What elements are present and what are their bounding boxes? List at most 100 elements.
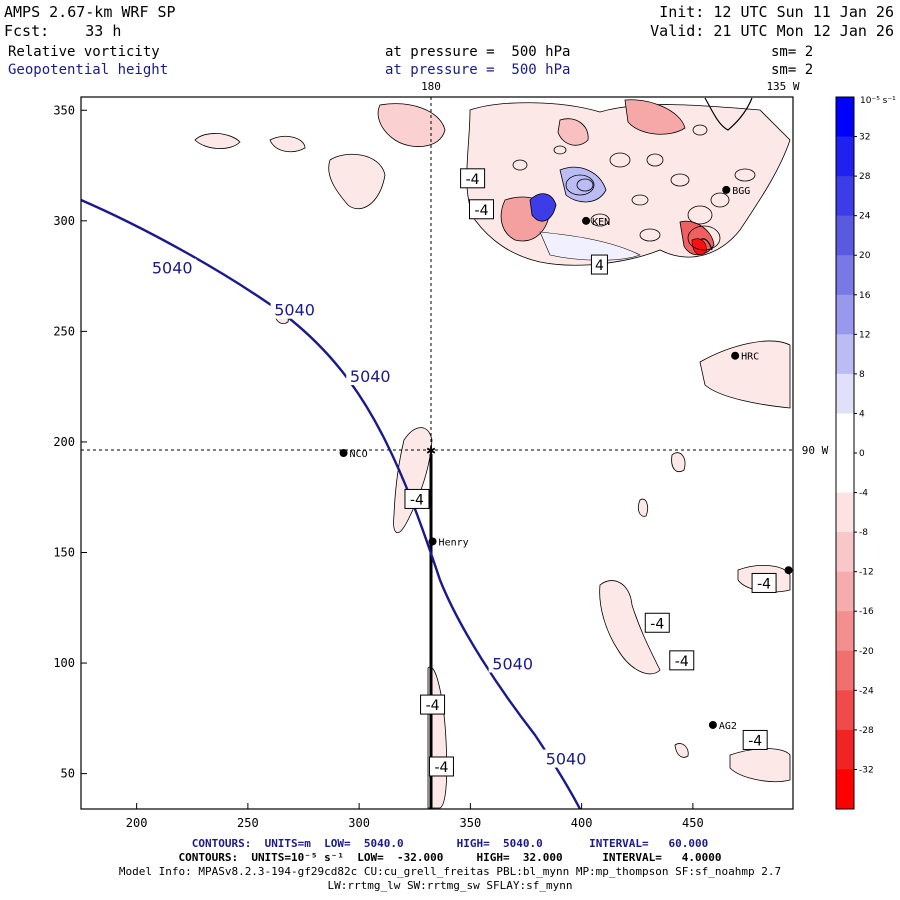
footer-model-info: Model Info: MPASv8.2.3-194-gf29cd82c CU:… [118, 865, 782, 878]
colorbar-swatch [836, 97, 854, 138]
height-label-bg [148, 258, 197, 277]
stations: NCO Henry BGG KEN HRC AG2 [339, 185, 793, 732]
model-title: AMPS 2.67-km WRF SP [4, 3, 176, 21]
height-label: 5040 [152, 259, 193, 278]
height-label-bg [270, 300, 319, 319]
y-tick-label: 300 [53, 214, 75, 228]
label-90w: 90 W [802, 444, 829, 457]
patch-negative [557, 118, 589, 146]
station-label: Henry [439, 537, 469, 548]
colorbar-swatch [836, 373, 854, 414]
colorbar-label: 24 [859, 212, 871, 222]
contour-label-box [420, 694, 446, 715]
colorbar-label: -24 [859, 686, 874, 696]
height-label-bg [346, 367, 395, 386]
x-tick-label: 350 [460, 816, 482, 830]
contour-label-box [590, 254, 608, 275]
station-label: BGG [732, 186, 750, 197]
colorbar-label: 16 [859, 291, 871, 301]
contour-label: -4 [410, 492, 424, 508]
colorbar-swatch [836, 769, 854, 810]
field1-name: Relative vorticity [8, 44, 160, 60]
contour-label: -4 [650, 616, 664, 632]
y-tick-label: 250 [53, 324, 75, 338]
label-135w: 135 W [766, 80, 799, 93]
contour-label-box [751, 572, 777, 593]
station-marker [784, 566, 793, 575]
station-marker [708, 720, 717, 729]
contour-labels: -4 -4 4 -4 -4 -4 -4 -4 -4 -4 [404, 168, 777, 777]
station-marker [731, 351, 740, 360]
station-label: NCO [350, 449, 368, 460]
contour-label: -4 [426, 698, 440, 714]
colorbar-label: 8 [859, 370, 865, 380]
colorbar-swatch [836, 571, 854, 612]
colorbar-swatch [836, 453, 854, 494]
colorbar-swatch [836, 215, 854, 256]
colorbar-swatch [836, 176, 854, 217]
y-tick-label: 100 [53, 656, 75, 670]
contour-label-box [460, 168, 486, 189]
y-tick-label: 50 [61, 767, 75, 781]
colorbar-label: 32 [859, 133, 870, 143]
patch-negative [377, 103, 446, 147]
contour-label: -4 [748, 733, 762, 749]
y-tick-label: 150 [53, 546, 75, 560]
contour-label-box [644, 612, 670, 633]
pole-marker: ✱ [426, 444, 436, 458]
x-tick-label: 200 [126, 816, 148, 830]
colorbar-swatch [836, 413, 854, 454]
valid-time: Valid: 21 UTC Mon 12 Jan 26 [650, 22, 894, 40]
patch-nco [393, 427, 433, 533]
field1-level: at pressure = 500 hPa [385, 44, 571, 60]
colorbar-swatch [836, 136, 854, 177]
contour-label: -4 [434, 760, 448, 776]
station-label: KEN [592, 217, 610, 228]
colorbar-swatch [836, 690, 854, 731]
colorbar-swatch [836, 611, 854, 652]
patch-positive-strong [529, 193, 557, 222]
colorbar-label: -20 [859, 647, 874, 657]
colorbar-label: -12 [859, 568, 874, 578]
contour-label-box [469, 199, 494, 220]
contour-label: -4 [475, 203, 489, 219]
colorbar-label: 12 [859, 330, 870, 340]
colorbar-swatch [836, 334, 854, 375]
contour-label: 4 [595, 258, 604, 274]
label-180: 180 [421, 80, 441, 93]
height-labels: 5040 5040 5040 5040 5040 [148, 258, 591, 769]
contour-label: -4 [466, 172, 480, 188]
colorbar-label: -28 [859, 726, 874, 736]
y-tick-label: 350 [53, 103, 75, 117]
colorbar: 32 28 24 20 16 12 8 4 0 -4 -8 -12 -16 -20 -24 -28 -32 [835, 96, 874, 810]
field2-smoothing: sm= 2 [771, 62, 814, 78]
height-label-bg [488, 654, 537, 673]
colorbar-label: -32 [859, 765, 874, 775]
field2-level: at pressure = 500 hPa [385, 62, 571, 78]
patch-negative [624, 99, 686, 135]
contour-label-box [404, 488, 430, 509]
contour-label-box [742, 729, 768, 750]
y-tick-label: 200 [53, 435, 75, 449]
height-label: 5040 [492, 654, 533, 673]
x-tick-label: 300 [348, 816, 370, 830]
footer-height-contours: CONTOURS: UNITS=m LOW= 5040.0 HIGH= 5040… [191, 837, 709, 850]
height-contour-5040 [80, 198, 582, 810]
height-label: 5040 [350, 367, 391, 386]
station-marker [428, 537, 437, 546]
plot-frame [80, 96, 794, 810]
colorbar-swatch [836, 650, 854, 691]
field1-smoothing: sm= 2 [771, 44, 814, 60]
colorbar-label: -16 [859, 607, 874, 617]
colorbar-swatch [836, 492, 854, 533]
patch-positive-weak [539, 231, 641, 261]
init-time: Init: 12 UTC Sun 11 Jan 26 [659, 3, 894, 21]
colorbar-label: 20 [859, 251, 871, 261]
height-label-bg [542, 749, 591, 768]
x-tick-label: 250 [237, 816, 259, 830]
colorbar-label: -4 [859, 489, 868, 499]
colorbar-unit: 10⁻⁵ s⁻¹ [860, 96, 896, 106]
footer-vorticity-contours: CONTOURS: UNITS=10⁻⁵ s⁻¹ LOW= -32.000 HI… [178, 851, 722, 864]
y-axis: 50 100 150 200 250 300 350 [53, 103, 87, 781]
